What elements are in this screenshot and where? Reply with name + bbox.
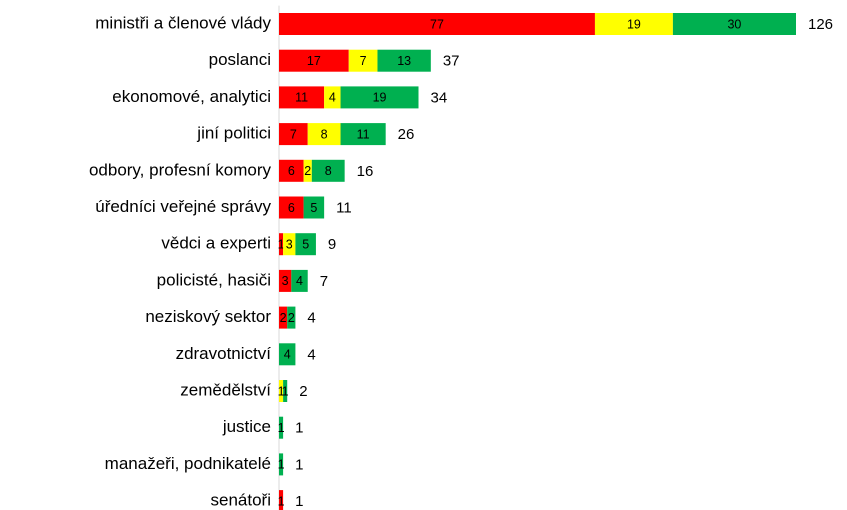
bar-segment <box>291 269 308 292</box>
value-label: 1 <box>278 384 285 398</box>
category-label: odbory, profesní komory <box>89 160 272 179</box>
value-label: 11 <box>295 91 308 105</box>
bar-segment <box>295 233 316 256</box>
value-label: 1 <box>278 421 285 435</box>
value-label: 8 <box>321 127 328 141</box>
value-label: 5 <box>302 237 309 251</box>
bar-segment <box>279 269 292 292</box>
bar-segment <box>283 233 296 256</box>
bar-segment <box>303 159 312 182</box>
bar-segment <box>279 13 595 35</box>
value-label: 3 <box>282 274 289 288</box>
value-label: 3 <box>286 237 293 251</box>
bar-segment <box>279 49 349 72</box>
value-label: 30 <box>727 17 741 31</box>
total-label: 1 <box>295 493 303 510</box>
value-label: 2 <box>288 311 295 325</box>
value-label: 7 <box>360 54 367 68</box>
total-label: 4 <box>307 310 315 327</box>
bar-segment <box>279 490 284 510</box>
value-label: 19 <box>373 91 387 105</box>
value-label: 2 <box>304 164 311 178</box>
category-label: vědci a experti <box>161 234 271 253</box>
category-label: policisté, hasiči <box>157 270 271 289</box>
bar-segment <box>279 306 288 329</box>
bar-segment <box>279 123 308 146</box>
value-label: 4 <box>284 348 291 362</box>
total-label: 34 <box>431 89 448 106</box>
value-label: 11 <box>357 127 370 141</box>
bar-segment <box>324 86 341 109</box>
category-label: justice <box>222 417 271 436</box>
value-label: 8 <box>325 164 332 178</box>
bar-segment <box>348 49 378 72</box>
bar-segment <box>340 86 419 109</box>
category-label: zdravotnictví <box>176 344 272 363</box>
value-label: 77 <box>430 17 444 31</box>
bar-segment <box>311 159 345 182</box>
value-label: 4 <box>329 91 336 105</box>
bar-segment <box>594 13 673 35</box>
bar-segment <box>287 306 296 329</box>
total-label: 1 <box>295 456 303 473</box>
total-label: 7 <box>320 273 328 290</box>
category-label: senátoři <box>211 491 271 510</box>
total-label: 11 <box>336 199 352 216</box>
total-label: 37 <box>443 53 460 70</box>
total-label: 26 <box>398 126 415 143</box>
bar-segment <box>340 123 386 146</box>
bar-segment <box>377 49 431 72</box>
value-label: 17 <box>307 54 321 68</box>
category-label: neziskový sektor <box>145 307 271 326</box>
total-label: 16 <box>357 163 374 180</box>
category-label: manažeři, podnikatelé <box>105 454 271 473</box>
category-label: poslanci <box>209 50 271 69</box>
value-label: 7 <box>290 127 297 141</box>
category-label: ministři a členové vlády <box>95 13 271 32</box>
bar-segment <box>279 343 296 366</box>
value-label: 4 <box>296 274 303 288</box>
bar-segment <box>279 86 325 109</box>
bar-segment <box>279 453 284 476</box>
value-label: 5 <box>310 201 317 215</box>
category-label: úředníci veřejné správy <box>95 197 271 216</box>
total-label: 4 <box>307 346 315 363</box>
value-label: 13 <box>397 54 411 68</box>
bar-segment <box>279 159 304 182</box>
value-label: 19 <box>627 17 641 31</box>
value-label: 6 <box>288 164 295 178</box>
value-label: 1 <box>278 458 285 472</box>
value-label: 1 <box>278 494 285 508</box>
total-label: 126 <box>808 16 833 33</box>
bar-segment <box>303 196 325 219</box>
value-label: 1 <box>278 237 285 251</box>
bar-segment <box>279 196 304 219</box>
category-label: ekonomové, analytici <box>112 87 271 106</box>
value-label: 1 <box>282 384 289 398</box>
bar-segment <box>279 380 284 402</box>
bar-segment <box>279 416 284 439</box>
bar-segment <box>307 123 341 146</box>
total-label: 1 <box>295 420 303 437</box>
bar-segment <box>283 380 288 402</box>
total-label: 9 <box>328 236 336 253</box>
category-label: zemědělství <box>180 380 271 399</box>
total-label: 2 <box>299 383 307 400</box>
value-label: 6 <box>288 201 295 215</box>
bar-segment <box>279 233 284 256</box>
value-label: 2 <box>280 311 287 325</box>
category-label: jiní politici <box>196 124 271 143</box>
bar-segment <box>672 13 796 35</box>
